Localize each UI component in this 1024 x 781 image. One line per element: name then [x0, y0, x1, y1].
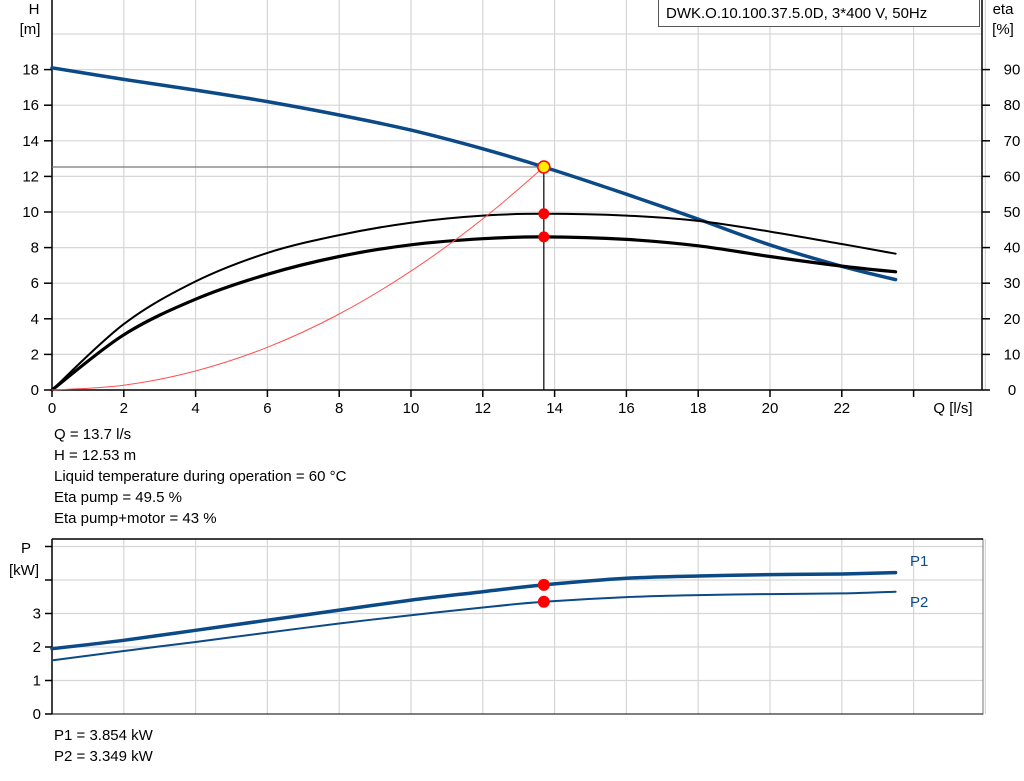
- eta-tick-label: 30: [1004, 275, 1021, 292]
- power-chart-frame: [51, 538, 984, 715]
- q-tick-label: 22: [833, 400, 850, 417]
- eta-pump-value: Eta pump = 49.5 %: [54, 489, 182, 506]
- liquid-temperature: Liquid temperature during operation = 60…: [54, 468, 347, 485]
- power-chart-series: [50, 570, 898, 662]
- q-tick-label: 10: [403, 400, 420, 417]
- h-tick-label: 0: [31, 382, 39, 399]
- p-axis-name: P: [21, 540, 31, 557]
- p-tick-label: 3: [33, 606, 41, 623]
- h-tick-label: 12: [22, 168, 39, 185]
- eta-pump-motor-curve: [50, 235, 898, 392]
- head-value: H = 12.53 m: [54, 447, 137, 464]
- system-curve: [51, 166, 545, 391]
- power-info: P1 = 3.854 kW P2 = 3.349 kW: [54, 725, 153, 767]
- p1-value: P1 = 3.854 kW: [54, 727, 153, 744]
- p-tick-label: 1: [33, 673, 41, 690]
- h-tick-label: 8: [31, 240, 39, 257]
- eta-tick-label: 60: [1004, 168, 1021, 185]
- p2-value: P2 = 3.349 kW: [54, 748, 153, 765]
- q-tick-label: 14: [546, 400, 563, 417]
- q-tick-label: 4: [191, 400, 199, 417]
- h-tick-label: 10: [22, 204, 39, 221]
- p-axis-unit: [kW]: [9, 562, 39, 579]
- p-tick-label: 2: [33, 639, 41, 656]
- eta-axis-name: eta: [993, 1, 1015, 18]
- eta-tick-label: 70: [1004, 133, 1021, 150]
- p-tick-label: 0: [33, 706, 41, 723]
- pump-model-title: DWK.O.10.100.37.5.0D, 3*400 V, 50Hz: [658, 0, 980, 27]
- q-tick-label: 12: [474, 400, 491, 417]
- eta-tick-label: 80: [1004, 97, 1021, 114]
- operating-info: Q = 13.7 l/s H = 12.53 m Liquid temperat…: [54, 424, 346, 529]
- eta-pump-motor-value: Eta pump+motor = 43 %: [54, 510, 217, 527]
- flow-value: Q = 13.7 l/s: [54, 426, 132, 443]
- q-tick-label: 16: [618, 400, 635, 417]
- h-tick-label: 6: [31, 275, 39, 292]
- q-tick-label: 18: [690, 400, 707, 417]
- q-tick-label: 2: [120, 400, 128, 417]
- head-curve: [50, 66, 898, 282]
- main-chart-axes: 0 2 4 6 8 10 12 14 16 18 0 10 20 30 40 50 60 70 80 90 0 2 4 6 8 1…: [22, 0, 1020, 417]
- eta-tick-label: 90: [1004, 62, 1021, 79]
- p2-operating-point: [537, 595, 550, 608]
- eta-tick-label: 50: [1004, 204, 1021, 221]
- duty-point-marker: [537, 160, 551, 174]
- q-tick-label: 6: [263, 400, 271, 417]
- q-tick-label: 8: [335, 400, 343, 417]
- eta-tick-label: 20: [1004, 311, 1021, 328]
- eta-tick-label: 0: [1008, 382, 1016, 399]
- p1-operating-point: [537, 578, 550, 591]
- eta-axis-unit: [%]: [992, 21, 1014, 38]
- eta-pump-operating-point: [538, 208, 550, 220]
- q-tick-label: 0: [48, 400, 56, 417]
- power-chart-axes: 0 1 2 3: [33, 538, 984, 723]
- q-tick-label: 20: [762, 400, 779, 417]
- h-tick-label: 16: [22, 97, 39, 114]
- main-chart-series: [50, 66, 898, 392]
- p1-curve-label: P1: [910, 553, 928, 570]
- eta-tick-label: 40: [1004, 240, 1021, 257]
- p1-curve: [50, 570, 898, 651]
- eta-tick-label: 10: [1004, 346, 1021, 363]
- power-chart-grid: [52, 539, 987, 714]
- h-axis-name: H: [29, 1, 40, 18]
- q-axis-label: Q [l/s]: [933, 400, 972, 417]
- main-chart-grid: [52, 0, 987, 390]
- eta-total-operating-point: [538, 231, 550, 243]
- h-axis-unit: [m]: [20, 21, 41, 38]
- h-tick-label: 18: [22, 62, 39, 79]
- eta-pump-curve: [51, 212, 897, 391]
- h-tick-label: 14: [22, 133, 39, 150]
- h-tick-label: 2: [31, 346, 39, 363]
- p2-curve-label: P2: [910, 594, 928, 611]
- h-tick-label: 4: [31, 311, 39, 328]
- p2-curve: [51, 590, 897, 662]
